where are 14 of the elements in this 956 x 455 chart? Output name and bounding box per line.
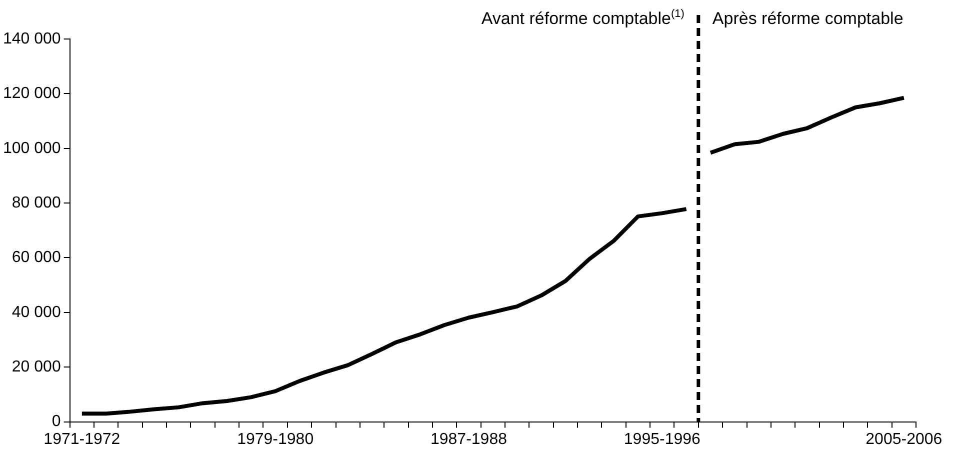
y-tick-label: 80 000 [12,194,61,212]
x-tick-label: 1979-1980 [237,430,314,448]
x-tick-label: 1995-1996 [624,430,701,448]
x-tick-label: 1971-1972 [44,430,120,448]
y-tick-label: 20 000 [12,358,61,376]
text: Après réforme comptable [712,9,904,28]
y-tick-label: 0 [52,413,61,430]
y-tick-label: 140 000 [2,30,61,48]
y-tick-label: 120 000 [2,85,61,102]
x-tick-label: 2005-2006 [866,430,942,448]
x-tick-label: 1987-1988 [430,430,508,448]
y-tick-label: 40 000 [12,304,61,321]
y-tick-label: 60 000 [12,249,61,266]
y-tick-label: 100 000 [2,140,61,157]
